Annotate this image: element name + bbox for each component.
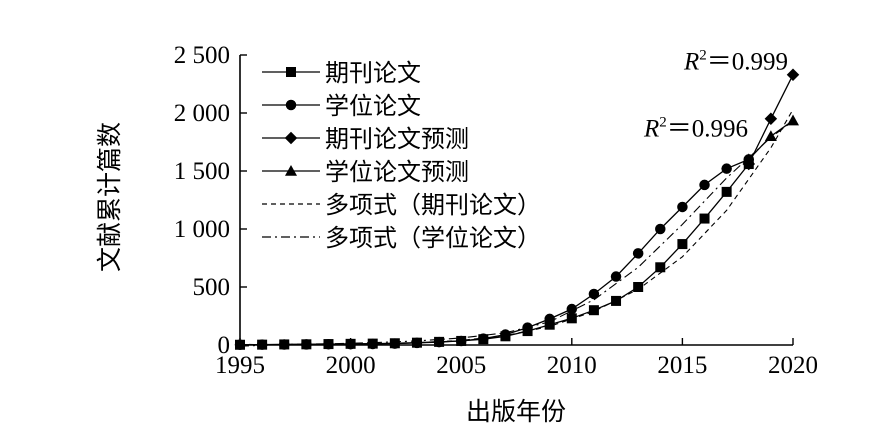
data-point — [655, 223, 666, 235]
data-point — [786, 68, 800, 81]
legend-item: 学位论文 — [262, 92, 421, 120]
y-tick-label: 2 000 — [174, 100, 230, 127]
data-point — [721, 163, 732, 174]
legend-label: 多项式（期刊论文） — [325, 191, 541, 219]
data-point — [588, 305, 599, 316]
legend-marker — [284, 131, 298, 145]
data-point — [367, 338, 378, 350]
annotations: R2＝0.999 R2＝0.996 — [643, 48, 788, 143]
legend-item: 期刊论文预测 — [262, 125, 469, 153]
r-squared-annotation: R2＝0.996 — [643, 115, 748, 143]
legend-label: 多项式（学位论文） — [325, 224, 541, 252]
y-tick-label: 1 500 — [174, 158, 230, 185]
x-tick-label: 1995 — [215, 352, 265, 379]
axes: 0 500 1 000 1 500 2 000 2 500 1995 2000 2005 2010… — [174, 42, 818, 379]
data-point — [610, 271, 622, 282]
y-axis-title: 文献累计篇数 — [95, 122, 124, 272]
data-point — [764, 130, 777, 141]
data-point — [323, 339, 334, 350]
data-point — [742, 153, 755, 165]
data-point — [566, 313, 577, 324]
legend-label: 期刊论文预测 — [325, 125, 469, 153]
markers — [234, 68, 800, 351]
data-point — [411, 337, 423, 349]
legend-item: 多项式（期刊论文） — [262, 191, 541, 219]
data-point — [588, 288, 600, 300]
data-point — [699, 213, 710, 224]
data-point — [764, 112, 778, 126]
data-point — [389, 338, 401, 349]
data-point — [544, 313, 555, 325]
legend-item: 期刊论文 — [262, 59, 421, 87]
data-point — [677, 201, 688, 213]
y-tick-label: 1 000 — [174, 216, 230, 243]
data-point — [787, 114, 799, 126]
data-point — [345, 338, 356, 350]
x-axis-title: 出版年份 — [466, 397, 566, 426]
data-point — [655, 262, 666, 273]
data-point — [455, 335, 467, 347]
data-point — [721, 186, 732, 197]
x-tick-label: 2020 — [768, 352, 818, 379]
legend-label: 学位论文预测 — [325, 158, 469, 186]
data-point — [478, 333, 489, 344]
x-tick-label: 2015 — [657, 352, 707, 379]
data-point — [234, 339, 246, 351]
data-point — [522, 322, 533, 333]
legend-label: 期刊论文 — [325, 59, 421, 87]
y-tick-label: 0 — [218, 332, 231, 359]
y-tick-label: 2 500 — [174, 42, 230, 69]
x-tick-label: 2000 — [326, 352, 376, 379]
r-squared-annotation: R2＝0.999 — [683, 48, 788, 76]
data-point — [677, 239, 688, 250]
data-point — [278, 339, 290, 350]
legend-marker — [286, 67, 296, 77]
legend-item: 学位论文预测 — [262, 158, 469, 186]
legend-marker — [285, 99, 297, 111]
data-point — [566, 303, 578, 315]
data-point — [633, 282, 644, 292]
legend-label: 学位论文 — [325, 92, 421, 120]
data-point — [500, 329, 511, 340]
y-tick-label: 500 — [193, 274, 231, 301]
legend-marker — [285, 165, 297, 176]
series-line — [239, 158, 750, 346]
legend-item: 多项式（学位论文） — [262, 224, 541, 252]
x-tick-label: 2005 — [436, 352, 486, 379]
data-point — [301, 339, 312, 350]
data-point — [433, 336, 445, 348]
data-point — [699, 179, 710, 191]
data-point — [611, 295, 622, 306]
data-point — [544, 319, 555, 330]
data-point — [256, 339, 268, 350]
x-tick-label: 2010 — [547, 352, 597, 379]
data-point — [632, 248, 644, 259]
